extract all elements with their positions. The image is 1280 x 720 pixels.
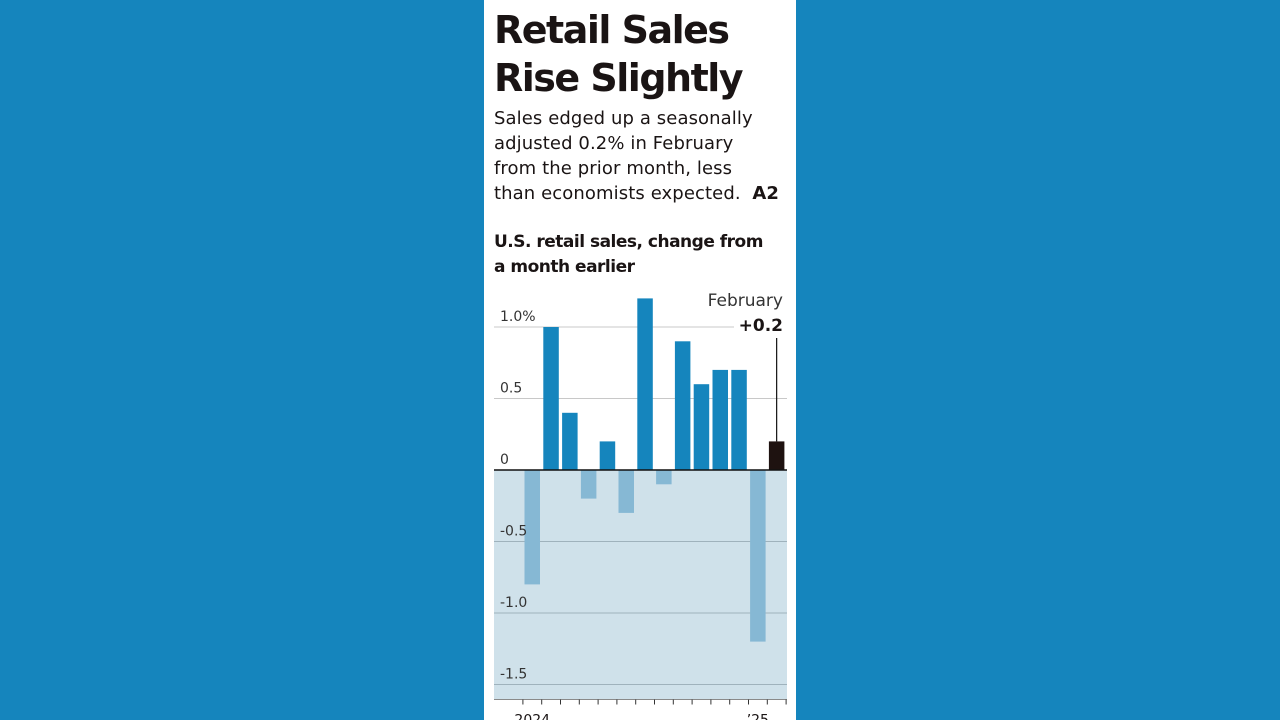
bar [637,298,653,470]
bar [580,470,597,499]
bar [750,470,766,642]
chart-title-line: U.S. retail sales, change from [494,232,763,252]
dek-line: from the prior month, less [494,158,733,179]
bar [656,470,672,485]
bar [693,384,710,470]
annotation-label: February [708,291,783,311]
y-tick-label: 0 [500,452,509,468]
bar [618,470,634,513]
x-tick-label: 2024 [514,713,550,720]
chart-title-line: a month earlier [494,257,635,277]
page-reference: A2 [752,183,779,204]
y-tick-label: 1.0% [500,309,536,325]
annotation-value: +0.2 [739,316,783,336]
negative-zone [494,470,787,700]
dek-line-text: than economists expected. [494,183,741,204]
bar [543,327,559,470]
headline: Retail Sales Rise Slightly [494,6,794,102]
dek-line: adjusted 0.2% in February [494,133,734,154]
y-tick-label: 0.5 [500,381,522,397]
bar [712,369,728,470]
y-tick-label: -0.5 [500,524,527,540]
bar [599,441,616,470]
dek-line-last: than economists expected. A2 [494,181,794,206]
bar [731,369,747,470]
y-tick-label: -1.0 [500,595,527,611]
chart-panel: Retail Sales Rise Slightly Sales edged u… [484,0,796,720]
headline-line: Rise Slightly [494,56,744,100]
bar [768,441,785,470]
x-tick-label: ’25 [747,713,769,720]
bar-chart: 1.0% 0.5 0 -0.5 -1.0 -1.5 2024 ’25 February +0.2 [494,291,787,720]
bar [524,470,540,585]
headline-line: Retail Sales [494,8,730,52]
chart-title: U.S. retail sales, change from a month e… [494,230,794,280]
bar [562,412,578,470]
dek-line: Sales edged up a seasonally [494,108,753,129]
bar [674,341,691,470]
dek: Sales edged up a seasonally adjusted 0.2… [494,106,794,206]
y-tick-label: -1.5 [500,667,527,683]
